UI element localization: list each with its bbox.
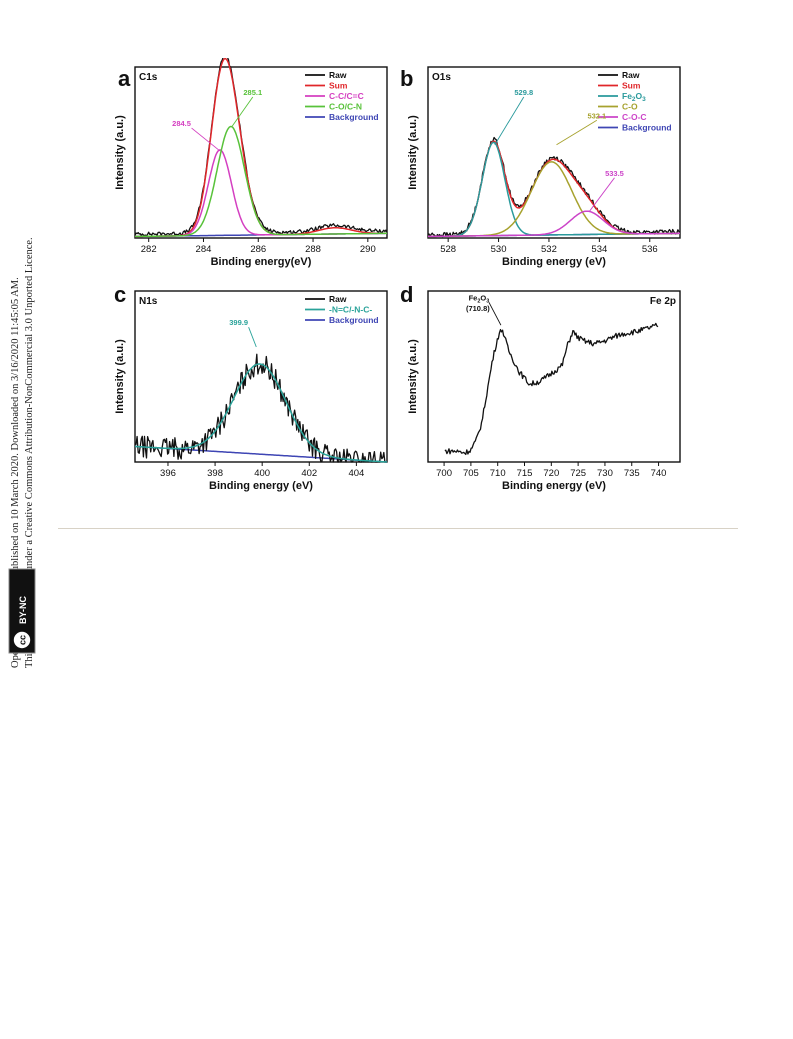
legend-entry: Raw bbox=[622, 70, 640, 80]
legend-entry: Raw bbox=[329, 294, 347, 304]
x-axis-label: Binding energy(eV) bbox=[211, 256, 312, 268]
annotation-leader bbox=[231, 96, 254, 127]
y-axis-label: Intensity (a.u.) bbox=[114, 339, 126, 414]
panel-tag: Fe 2p bbox=[650, 296, 676, 307]
x-tick-label: 528 bbox=[440, 244, 456, 255]
plot-frame bbox=[427, 290, 681, 463]
x-tick-label: 700 bbox=[436, 468, 452, 479]
legend-entry: C-O bbox=[622, 102, 638, 112]
plot-frame bbox=[134, 290, 388, 463]
legend-entry: Background bbox=[329, 315, 379, 325]
x-axis-label: Binding energy (eV) bbox=[502, 256, 606, 268]
series-line-sum bbox=[428, 140, 680, 238]
x-tick-label: 396 bbox=[160, 468, 176, 479]
series-line-c-o bbox=[428, 161, 680, 238]
peak-annotation: 285.1 bbox=[243, 88, 262, 97]
peak-annotation: (710.8) bbox=[466, 304, 490, 313]
legend-entry: Sum bbox=[329, 81, 348, 91]
annotation-leader bbox=[494, 96, 525, 145]
legend-entry: Fe2O3 bbox=[622, 91, 646, 103]
panel-letter: d bbox=[400, 282, 413, 307]
panel-tag: O1s bbox=[432, 72, 451, 83]
x-tick-label: 400 bbox=[254, 468, 270, 479]
panel-letter: a bbox=[118, 66, 131, 91]
peak-annotation: 284.5 bbox=[172, 119, 191, 128]
plot-frame bbox=[427, 66, 681, 239]
panel-a: a C1s 282 284 286 288 290 Binding energy(eV) Int… bbox=[114, 58, 388, 268]
y-axis-label: Intensity (a.u.) bbox=[407, 339, 419, 414]
x-tick-label: 705 bbox=[463, 468, 479, 479]
series-line-n-c-n-c bbox=[135, 363, 388, 463]
x-tick-label: 740 bbox=[651, 468, 667, 479]
x-tick-label: 536 bbox=[642, 244, 658, 255]
sidenote-line-1: Open Access Article. Published on 10 Mar… bbox=[10, 277, 21, 668]
legend-entry: C-C/C=C bbox=[329, 91, 364, 101]
series-line-spectrum bbox=[444, 322, 659, 456]
x-tick-label: 715 bbox=[517, 468, 533, 479]
plot-frame bbox=[134, 66, 388, 239]
cc-logo-icon bbox=[12, 630, 32, 650]
x-tick-label: 532 bbox=[541, 244, 557, 255]
x-axis-label: Binding energy (eV) bbox=[209, 480, 313, 492]
y-axis-label: Intensity (a.u.) bbox=[407, 115, 419, 190]
panel-tag: N1s bbox=[139, 296, 158, 307]
series-line-c-o-c-n bbox=[135, 125, 387, 238]
annotation-leader bbox=[556, 119, 598, 146]
annotation-leader bbox=[488, 302, 502, 326]
legend-entry: Raw bbox=[329, 70, 347, 80]
legend-entry: Background bbox=[329, 112, 379, 122]
x-tick-label: 720 bbox=[543, 468, 559, 479]
legend-entry: C-O/C-N bbox=[329, 102, 362, 112]
legend-entry: Sum bbox=[622, 81, 641, 91]
panel-tag: C1s bbox=[139, 72, 158, 83]
legend-entry: -N=C/-N-C- bbox=[329, 305, 372, 315]
panel-d: d Fe 2p 700 705 710 715 720 725 730 735 740 Binding… bbox=[400, 282, 681, 492]
series-line-raw bbox=[427, 136, 681, 238]
panel-letter: c bbox=[114, 282, 126, 307]
x-tick-label: 710 bbox=[490, 468, 506, 479]
x-tick-label: 288 bbox=[305, 244, 321, 255]
panel-letter: b bbox=[400, 66, 413, 91]
peak-annotation: 529.8 bbox=[514, 88, 533, 97]
peak-annotation: 399.9 bbox=[229, 318, 248, 327]
annotation-leader bbox=[588, 177, 615, 212]
xps-figure: a C1s 282 284 286 288 290 Binding energy(eV) Int… bbox=[114, 58, 681, 492]
legend-entry: Background bbox=[622, 123, 672, 133]
x-tick-label: 534 bbox=[591, 244, 607, 255]
peak-annotation: 532.1 bbox=[587, 111, 606, 120]
panel-b: b O1s 528 530 532 534 536 Binding energy (eV) In… bbox=[400, 66, 681, 268]
annotation-leader bbox=[191, 127, 221, 152]
badge-label: BY-NC bbox=[18, 595, 28, 624]
series-line-sum bbox=[135, 58, 387, 238]
cc-license-badge[interactable]: cc BY-NC bbox=[8, 568, 36, 654]
series-line-c-c-c-c bbox=[135, 149, 387, 238]
series-line-c-o-c bbox=[428, 210, 680, 238]
x-tick-label: 290 bbox=[360, 244, 376, 255]
series-line-raw bbox=[134, 353, 387, 463]
cc-logo-text: cc bbox=[18, 635, 28, 645]
x-tick-label: 398 bbox=[207, 468, 223, 479]
sidenote-line-2: This article is licensed under a Creativ… bbox=[24, 237, 35, 668]
peak-annotation: Fe2O3 bbox=[469, 293, 490, 304]
x-tick-label: 402 bbox=[301, 468, 317, 479]
x-tick-label: 282 bbox=[141, 244, 157, 255]
x-tick-label: 404 bbox=[348, 468, 364, 479]
x-tick-label: 530 bbox=[491, 244, 507, 255]
x-tick-label: 725 bbox=[570, 468, 586, 479]
annotation-leader bbox=[248, 327, 257, 348]
y-axis-label: Intensity (a.u.) bbox=[114, 115, 126, 190]
peak-annotation: 533.5 bbox=[605, 169, 624, 178]
x-tick-label: 730 bbox=[597, 468, 613, 479]
x-tick-label: 284 bbox=[196, 244, 212, 255]
x-tick-label: 735 bbox=[624, 468, 640, 479]
x-axis-label: Binding energy (eV) bbox=[502, 480, 606, 492]
series-line-raw bbox=[134, 58, 388, 237]
license-sidenote: Open Access Article. Published on 10 Mar… bbox=[10, 237, 35, 668]
x-tick-label: 286 bbox=[250, 244, 266, 255]
legend-entry: C-O-C bbox=[622, 112, 647, 122]
page-divider bbox=[58, 528, 738, 529]
panel-c: c N1s 396 398 400 402 404 Binding energy (eV) In… bbox=[114, 282, 388, 492]
